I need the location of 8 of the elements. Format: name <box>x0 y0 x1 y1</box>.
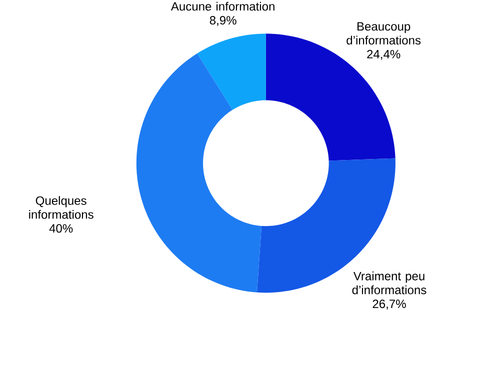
data-label: 26,7% <box>372 300 406 310</box>
data-label: 24,4% <box>367 50 400 60</box>
slice-label: Aucune information <box>170 2 274 11</box>
slice-label: Quelques informations <box>29 196 94 220</box>
slice-label: Vraiment peu d’informations <box>352 272 426 294</box>
data-label: 8,9% <box>210 16 236 26</box>
slice-label: Beaucoup d’informations <box>346 22 421 45</box>
data-label: 40% <box>49 224 73 233</box>
